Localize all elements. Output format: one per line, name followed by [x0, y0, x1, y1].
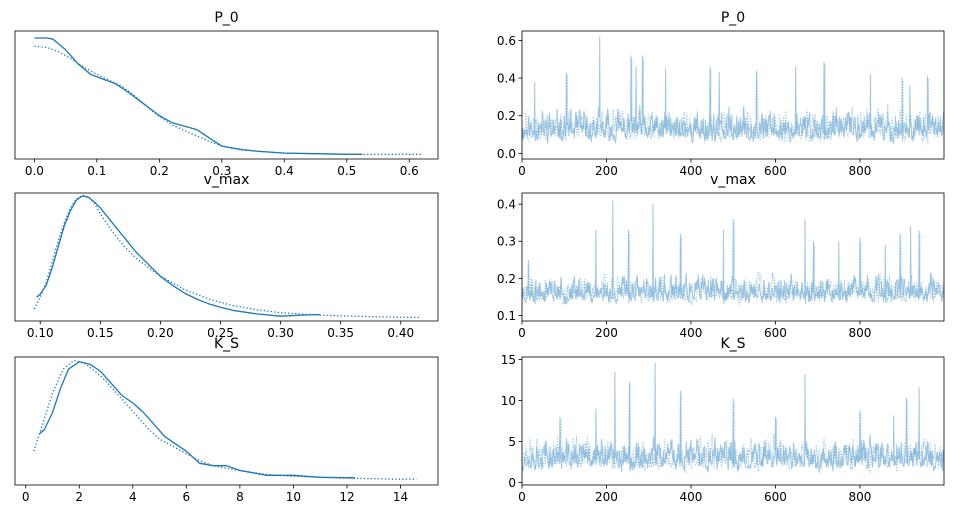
x-tick-label: 0 — [518, 326, 526, 340]
subplot-title: P_0 — [214, 10, 238, 26]
subplot-3: 0.10 0.15 0.20 0.25 0.30 0.35 0.40 v_max — [14, 172, 439, 340]
density-line-dotted — [34, 45, 422, 155]
x-tick-label: 200 — [595, 490, 618, 504]
density-line-dotted — [33, 359, 417, 480]
x-tick-label: 4 — [129, 490, 137, 504]
subplot-4: 0 200 400 600 800 0.1 0.2 0.3 0.4 v_max — [497, 172, 945, 340]
trace-line-chain-1 — [522, 36, 944, 145]
plot-area — [33, 194, 419, 319]
x-tick-label: 400 — [680, 490, 703, 504]
x-tick-label: 0.35 — [327, 326, 354, 340]
x-tick-label: 0 — [518, 164, 526, 178]
x-tick-label: 400 — [680, 326, 703, 340]
x-tick-label: 0 — [518, 490, 526, 504]
trace-line-chain-2 — [522, 58, 944, 145]
x-tick-label: 0.30 — [267, 326, 294, 340]
subplot-6: 0 200 400 600 800 0 5 10 15 K_S — [501, 336, 945, 504]
density-line-solid — [34, 37, 363, 155]
x-tick-label: 0.2 — [150, 164, 169, 178]
x-tick-label: 14 — [393, 490, 408, 504]
x-tick-label: 0.5 — [337, 164, 356, 178]
plot-area — [522, 36, 944, 145]
x-tick-label: 800 — [848, 164, 871, 178]
y-tick-label: 0.3 — [497, 235, 516, 249]
y-tick-label: 10 — [501, 394, 516, 408]
x-tick-label: 0.1 — [87, 164, 106, 178]
x-tick-label: 200 — [595, 164, 618, 178]
y-tick-label: 0.0 — [497, 147, 516, 161]
subplot-title: P_0 — [721, 10, 745, 26]
x-tick-label: 0.6 — [400, 164, 419, 178]
subplot-title: K_S — [720, 336, 745, 352]
x-tick-label: 0.10 — [27, 326, 54, 340]
x-tick-label: 800 — [848, 490, 871, 504]
x-tick-label: 0.20 — [147, 326, 174, 340]
x-tick-label: 800 — [848, 326, 871, 340]
trace-line-chain-2 — [522, 384, 944, 474]
trace-line-chain-1 — [522, 200, 944, 305]
y-tick-label: 0.4 — [497, 72, 516, 86]
x-tick-label: 0.4 — [275, 164, 294, 178]
plot-area — [522, 200, 944, 306]
y-tick-label: 0.1 — [497, 309, 516, 323]
y-tick-label: 15 — [501, 353, 516, 367]
plot-area — [34, 37, 422, 155]
x-tick-label: 0 — [22, 490, 30, 504]
x-tick-label: 0.40 — [387, 326, 414, 340]
axes-frame — [521, 192, 945, 322]
axes-frame — [14, 192, 439, 322]
x-tick-label: 600 — [764, 164, 787, 178]
plot-area — [33, 359, 417, 480]
axes-frame — [521, 30, 945, 160]
x-tick-label: 0.3 — [212, 164, 231, 178]
x-tick-label: 12 — [339, 490, 354, 504]
y-tick-label: 0.2 — [497, 109, 516, 123]
axes-frame — [14, 30, 439, 160]
trace-line-chain-1 — [522, 362, 944, 473]
subplot-5: 0 2 4 6 8 10 12 14 K_S — [14, 336, 439, 504]
y-tick-label: 0.4 — [497, 198, 516, 212]
x-tick-label: 0.25 — [207, 326, 234, 340]
density-line-dotted — [33, 194, 419, 319]
x-tick-label: 2 — [75, 490, 83, 504]
axes-frame — [521, 356, 945, 486]
axes-frame — [14, 356, 439, 486]
y-tick-label: 5 — [508, 435, 516, 449]
y-tick-label: 0.2 — [497, 272, 516, 286]
y-tick-label: 0 — [508, 476, 516, 490]
x-tick-label: 600 — [764, 326, 787, 340]
trace-line-chain-2 — [522, 222, 944, 306]
x-tick-label: 200 — [595, 326, 618, 340]
density-line-solid — [36, 195, 321, 317]
x-tick-label: 400 — [680, 164, 703, 178]
y-tick-label: 0.6 — [497, 34, 516, 48]
subplot-2: 0 200 400 600 800 0.0 0.2 0.4 0.6 P_0 — [497, 10, 945, 178]
density-line-solid — [38, 361, 356, 479]
plot-area — [522, 362, 944, 474]
x-tick-label: 0.0 — [25, 164, 44, 178]
x-tick-label: 6 — [183, 490, 191, 504]
x-tick-label: 0.15 — [87, 326, 114, 340]
x-tick-label: 600 — [764, 490, 787, 504]
subplot-1: 0.0 0.1 0.2 0.3 0.4 0.5 0.6 P_0 — [14, 10, 439, 178]
subplot-title: v_max — [710, 172, 756, 188]
subplot-title: v_max — [204, 172, 250, 188]
x-tick-label: 10 — [286, 490, 301, 504]
x-tick-label: 8 — [236, 490, 244, 504]
subplot-title: K_S — [214, 336, 239, 352]
